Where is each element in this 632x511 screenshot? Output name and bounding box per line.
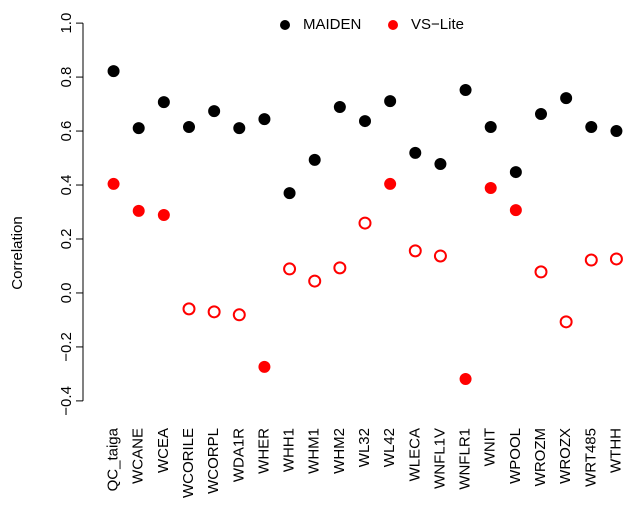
point [584, 253, 598, 267]
point [283, 262, 297, 276]
x-tick-label: WHH1 [281, 428, 298, 472]
x-tick-label: WNFLR1 [457, 428, 474, 490]
point [233, 122, 246, 135]
x-tick-label: WCORILE [180, 428, 197, 498]
point [459, 373, 472, 386]
point [333, 101, 346, 114]
point [534, 265, 548, 279]
y-tick-label: 0.0 [58, 283, 75, 304]
point [107, 65, 120, 78]
point [509, 204, 522, 217]
y-tick-label: 1.0 [58, 13, 75, 34]
point [258, 360, 271, 373]
x-tick-label: WROZM [532, 428, 549, 486]
point [610, 125, 623, 138]
point [359, 115, 371, 128]
point [107, 177, 120, 190]
point [559, 315, 573, 329]
point [358, 216, 372, 230]
point [459, 84, 472, 97]
x-tick-label: WTHH [607, 428, 624, 473]
point [182, 302, 196, 316]
x-tick-label: WNFL1V [431, 428, 448, 489]
legend-marker [388, 20, 398, 30]
y-tick-label: 0.6 [58, 121, 75, 142]
point [384, 177, 397, 190]
point [157, 208, 170, 221]
x-tick-label: WCANE [130, 428, 147, 484]
point [232, 308, 246, 322]
y-tick-label: 0.4 [58, 175, 75, 196]
point [434, 157, 447, 170]
x-tick-label: QC_taiga [105, 427, 122, 491]
point [384, 95, 397, 108]
point [183, 121, 195, 133]
y-axis-label: Correlation [9, 216, 26, 289]
legend-label: MAIDEN [303, 16, 361, 33]
point [585, 121, 598, 133]
x-tick-label: WHER [255, 428, 272, 474]
legend-label: VS−Lite [411, 16, 464, 33]
point [484, 121, 497, 133]
y-tick-label: −0.4 [58, 386, 75, 416]
y-tick-label: −0.2 [58, 332, 75, 362]
point [132, 204, 145, 217]
x-tick-label: WL32 [356, 428, 373, 467]
point [433, 249, 447, 263]
point [132, 122, 145, 135]
point [283, 187, 296, 200]
x-tick-label: WL42 [381, 428, 398, 467]
point [408, 244, 422, 258]
x-tick-label: WPOOL [507, 428, 524, 484]
x-tick-label: WDA1R [230, 428, 247, 482]
point [308, 153, 321, 166]
point [560, 92, 573, 105]
point [207, 305, 221, 319]
point [535, 108, 547, 121]
legend: MAIDEN VS−Lite [280, 16, 464, 33]
point [308, 274, 322, 288]
x-tick-label: WCORPL [205, 428, 222, 494]
x-tick-label: WCEA [155, 428, 172, 473]
x-tick-label: WNIT [482, 428, 499, 466]
x-tick-label: WHM1 [306, 428, 323, 474]
x-tick-label: WRT485 [582, 428, 599, 487]
point [484, 181, 497, 194]
x-tick-label: WHM2 [331, 428, 348, 474]
point [609, 252, 623, 266]
legend-marker [280, 20, 290, 30]
point [509, 166, 522, 179]
point [157, 96, 170, 109]
x-tick-label: WLECA [406, 428, 423, 481]
x-tick-label: WROZX [557, 428, 574, 484]
point [258, 113, 271, 126]
y-tick-label: 0.8 [58, 67, 75, 88]
y-tick-label: 0.2 [58, 229, 75, 250]
point [409, 146, 422, 159]
point [333, 261, 347, 275]
point [208, 105, 221, 118]
